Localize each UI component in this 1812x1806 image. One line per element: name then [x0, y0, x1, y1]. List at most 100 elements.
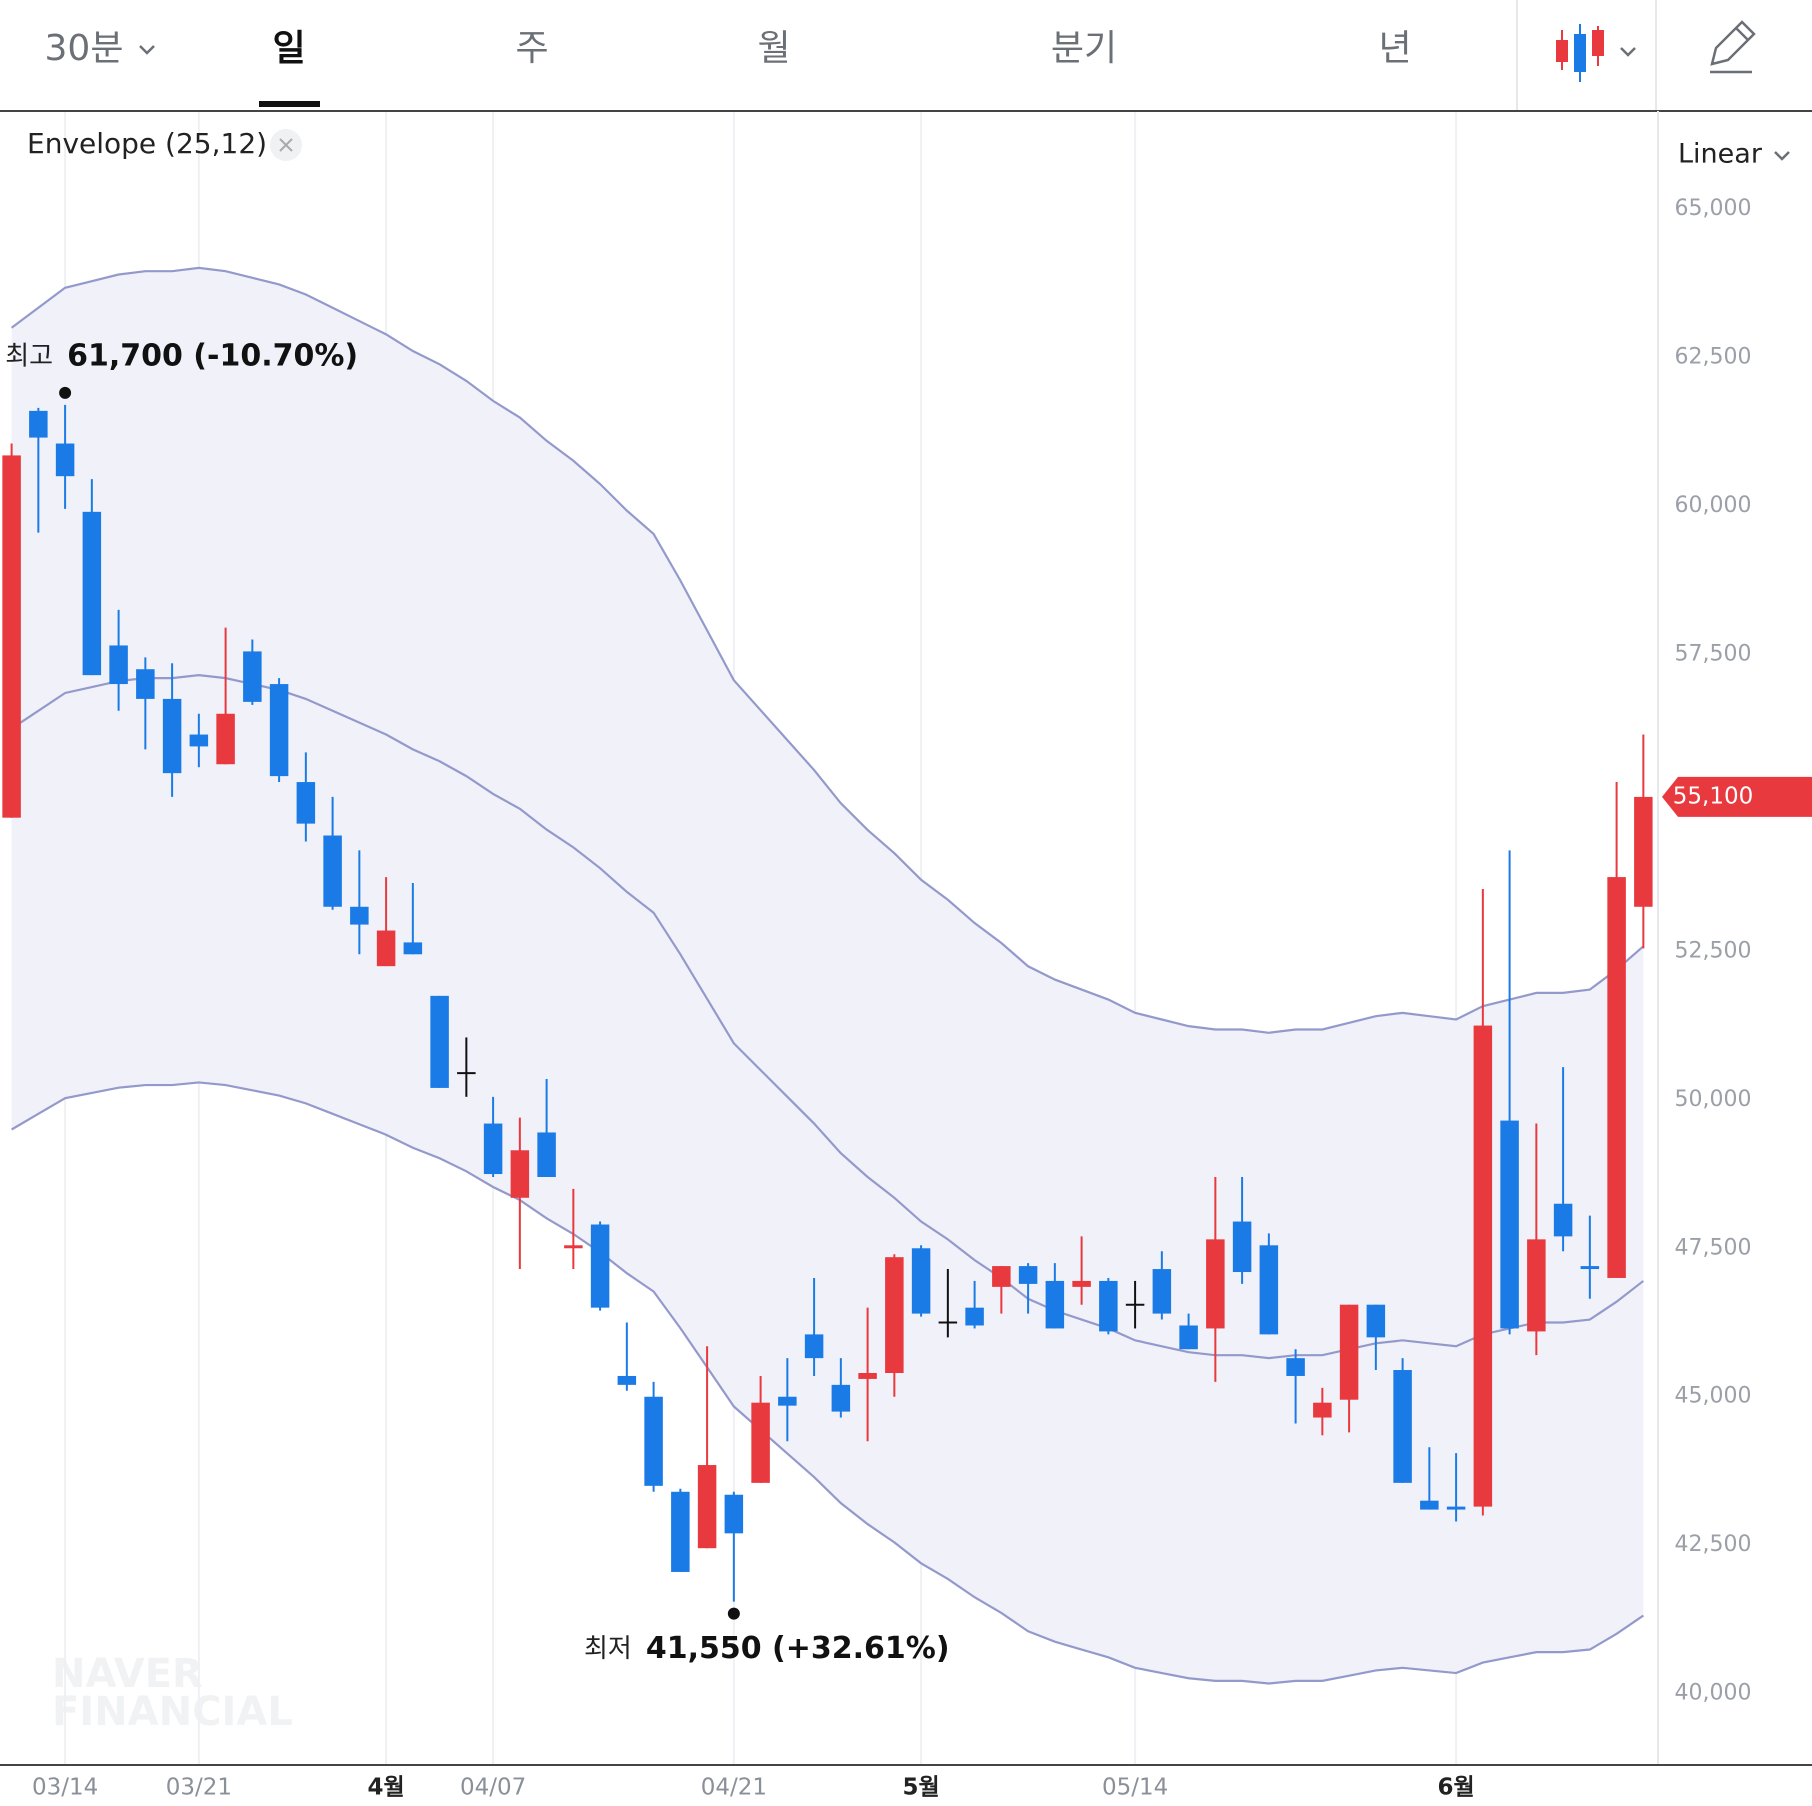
candle-body: [617, 1375, 637, 1385]
y-tick-label: 47,500: [1675, 1235, 1752, 1260]
envelope-upper: [10, 266, 1645, 1034]
candle-body: [1232, 1221, 1252, 1273]
candle-body: [296, 782, 316, 824]
candle-body: [992, 1266, 1011, 1287]
candle-body: [965, 1307, 984, 1326]
x-tick-label: 04/21: [701, 1775, 767, 1801]
y-tick-label: 50,000: [1675, 1087, 1752, 1112]
candle-body: [403, 942, 423, 955]
scale-toggle[interactable]: Linear: [1678, 139, 1763, 170]
candle-body: [1553, 1203, 1573, 1237]
y-tick-label: 60,000: [1675, 493, 1752, 518]
watermark: FINANCIAL: [52, 1689, 293, 1735]
extreme-label: 최저: [584, 1634, 632, 1664]
candle-body: [1045, 1280, 1065, 1329]
candle-body: [82, 511, 102, 676]
tab[interactable]: 년: [1378, 28, 1411, 69]
candle-body: [1607, 877, 1626, 1278]
candle-body: [1580, 1266, 1600, 1270]
y-tick-label: 65,000: [1675, 196, 1752, 221]
candle-body: [590, 1224, 610, 1308]
chevron: [139, 45, 155, 55]
x-tick-label: 05/14: [1102, 1775, 1168, 1801]
candle-body: [1339, 1304, 1359, 1400]
x-tick-label: 6월: [1438, 1775, 1475, 1801]
y-tick-label: 62,500: [1675, 344, 1752, 369]
candle-body: [323, 835, 342, 907]
candle-body: [162, 698, 182, 774]
candle-body: [697, 1465, 717, 1549]
candle-body: [1259, 1245, 1279, 1335]
close-icon: [279, 138, 293, 152]
envelope-band: [11, 267, 1644, 1684]
extreme-dot: [727, 1607, 740, 1620]
candle-body: [1018, 1266, 1038, 1284]
candle-body: [1179, 1325, 1198, 1350]
envelope-lower: [11, 1081, 1644, 1685]
tab[interactable]: 일: [272, 28, 305, 69]
candle-body: [1527, 1239, 1546, 1332]
candle-body: [1634, 796, 1653, 907]
candle-body: [1072, 1280, 1091, 1287]
chevron: [1774, 151, 1790, 161]
indicator-chip: Envelope (25,12): [27, 127, 302, 161]
indicator-label: Envelope (25,12): [27, 127, 267, 160]
candle-body: [858, 1372, 877, 1379]
tab-bar: 30분 일 주 월 분기 년: [0, 0, 1812, 112]
candle-body: [1366, 1304, 1386, 1338]
candle-body: [2, 455, 21, 818]
extreme-value: 41,550 (+32.61%): [646, 1631, 950, 1666]
candle-body: [564, 1245, 583, 1249]
candle-body: [644, 1396, 663, 1486]
tab[interactable]: 주: [515, 28, 548, 69]
candle-body: [350, 906, 369, 925]
candle-body: [430, 995, 449, 1088]
y-tick-label: 45,000: [1675, 1384, 1752, 1409]
candle-body: [751, 1402, 770, 1483]
tab[interactable]: 분기: [1051, 28, 1117, 69]
candle-body: [55, 443, 75, 477]
x-tick-label: 5월: [903, 1775, 940, 1801]
candle-body: [885, 1257, 904, 1373]
tab[interactable]: 월: [757, 28, 790, 69]
candle-body: [243, 651, 262, 702]
candle-body: [1206, 1239, 1225, 1329]
candle-body: [1286, 1358, 1305, 1376]
candle-body: [1446, 1506, 1466, 1510]
candle-body: [1313, 1402, 1332, 1418]
candle-body: [136, 669, 155, 699]
candle-body: [537, 1132, 556, 1178]
candle-body: [189, 734, 209, 747]
candle-body: [911, 1248, 931, 1314]
candle-body: [1393, 1370, 1412, 1483]
candle-body: [1500, 1120, 1519, 1329]
candle-body: [1420, 1500, 1439, 1510]
candle-body: [724, 1494, 744, 1534]
y-tick-label: 52,500: [1675, 938, 1752, 963]
candle-body: [804, 1334, 824, 1359]
x-tick-label: 03/14: [32, 1775, 98, 1801]
candle-body: [29, 410, 48, 438]
candle-body: [376, 930, 396, 967]
y-tick-label: 40,000: [1675, 1681, 1752, 1706]
last-price-label: 55,100: [1673, 783, 1753, 809]
candle-body: [109, 645, 128, 685]
draw-button[interactable]: [1710, 20, 1756, 74]
tab-underline: [259, 101, 320, 107]
candle-body: [510, 1150, 530, 1198]
candle-body: [483, 1123, 503, 1175]
y-tick-label: 42,500: [1675, 1532, 1752, 1557]
extreme-value: 61,700 (-10.70%): [67, 338, 358, 373]
extreme-dot: [59, 386, 72, 399]
candle-body: [831, 1384, 851, 1412]
candle-body: [216, 713, 235, 765]
x-tick-label: 04/07: [460, 1775, 526, 1801]
extreme-label: 최고: [5, 341, 53, 371]
candle-body: [1473, 1025, 1493, 1507]
candle-body: [1099, 1280, 1118, 1332]
chart-type-button[interactable]: [1556, 24, 1636, 82]
tab[interactable]: 30분: [45, 28, 124, 69]
candle-body: [1152, 1269, 1172, 1314]
